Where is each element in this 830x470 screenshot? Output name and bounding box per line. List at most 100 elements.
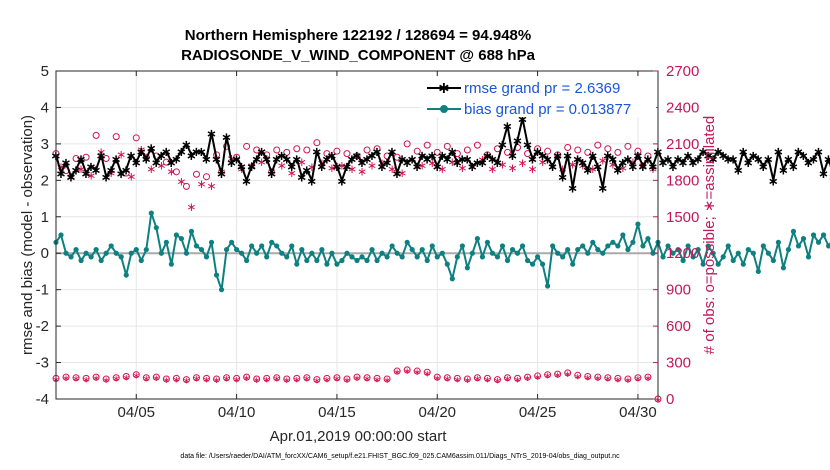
rmse-point: ∗ xyxy=(281,152,292,167)
rmse-point: ∗ xyxy=(176,145,187,160)
bias-point xyxy=(590,239,596,245)
bias-point xyxy=(595,246,601,253)
bias-point xyxy=(439,250,445,256)
obs-possible-point xyxy=(72,154,80,162)
bias-point xyxy=(264,254,270,260)
obs-low-possible-point xyxy=(283,375,291,383)
obs-possible-point xyxy=(544,147,552,155)
bias-point xyxy=(454,254,460,260)
grid-lines xyxy=(56,70,658,400)
obs-low-possible-point xyxy=(122,373,130,381)
data-file-footer: data file: /Users/raeder/DAI/ATM_forcXX/… xyxy=(180,453,620,460)
bias-point xyxy=(660,254,666,260)
obs-low-assimilated-point: ∗ xyxy=(313,377,321,387)
obs-low-possible-point xyxy=(634,374,642,382)
obs-low-possible-point xyxy=(273,374,281,382)
bias-point xyxy=(93,246,99,253)
rmse-point: ∗ xyxy=(768,174,779,189)
obs-low-assimilated-point: ∗ xyxy=(373,375,381,385)
obs-low-assimilated-point: ∗ xyxy=(263,375,271,385)
rmse-point: ∗ xyxy=(397,152,408,167)
bias-point xyxy=(514,250,521,256)
obs-assimilated-point: ∗ xyxy=(628,155,638,169)
obs-possible-point xyxy=(574,146,582,154)
bias-point xyxy=(359,254,365,260)
obs-low-possible-point xyxy=(483,374,491,382)
bias-point xyxy=(540,261,546,267)
bias-point xyxy=(128,250,134,256)
rmse-point: ∗ xyxy=(708,152,719,167)
rmse-point: ∗ xyxy=(116,167,127,182)
obs-low-assimilated-point: ∗ xyxy=(122,374,130,384)
obs-low-possible-point xyxy=(132,371,140,379)
rmse-point: ∗ xyxy=(818,167,829,182)
rmse-point: ∗ xyxy=(778,163,789,178)
obs-possible-point xyxy=(423,141,431,149)
obs-possible-point xyxy=(343,150,351,158)
rmse-point: ∗ xyxy=(186,149,197,164)
rmse-point: ∗ xyxy=(131,156,142,171)
bias-point xyxy=(585,250,591,256)
rmse-point: ∗ xyxy=(261,152,272,167)
bias-point xyxy=(805,254,812,260)
obs-possible-point xyxy=(483,151,491,159)
rmse-point: ∗ xyxy=(703,149,714,164)
rmse-point: ∗ xyxy=(392,167,403,182)
rmse-point: ∗ xyxy=(527,152,538,167)
rmse-point: ∗ xyxy=(813,145,824,160)
rmse-point: ∗ xyxy=(171,152,182,167)
rmse-point: ∗ xyxy=(537,149,548,164)
bias-point xyxy=(755,268,761,275)
rmse-point: ∗ xyxy=(808,152,819,167)
obs-assimilated-point: ∗ xyxy=(447,155,457,169)
obs-assimilated-point: ∗ xyxy=(116,148,126,162)
rmse-point: ∗ xyxy=(447,145,458,160)
obs-possible-point xyxy=(463,146,471,154)
bias-point xyxy=(118,254,124,260)
obs-low-possible-point xyxy=(353,373,361,381)
obs-assimilated-point: ∗ xyxy=(357,165,367,179)
bias-point xyxy=(103,250,109,256)
bias-point xyxy=(675,246,681,253)
obs-assimilated-point: ∗ xyxy=(156,159,166,173)
rmse-point: ∗ xyxy=(522,138,533,153)
rmse-point: ∗ xyxy=(96,149,107,164)
bias-point xyxy=(570,261,576,267)
obs-assimilated-point: ∗ xyxy=(437,162,447,176)
obs-possible-point xyxy=(273,146,281,154)
rmse-point: ∗ xyxy=(467,160,478,175)
bias-point xyxy=(690,254,696,260)
obs-low-assimilated-point: ∗ xyxy=(624,376,632,386)
rmse-point: ∗ xyxy=(788,160,799,175)
obs-low-possible-point xyxy=(433,373,441,381)
rmse-point: ∗ xyxy=(507,149,518,164)
rmse-point: ∗ xyxy=(336,174,347,189)
obs-low-assimilated-point: ∗ xyxy=(433,374,441,384)
obs-assimilated-point: ∗ xyxy=(337,159,347,173)
rmse-point: ∗ xyxy=(81,167,92,182)
bias-point xyxy=(304,257,310,264)
bias-point xyxy=(625,246,631,253)
obs-possible-point xyxy=(253,146,261,154)
obs-possible-point xyxy=(413,147,421,155)
rmse-point: ∗ xyxy=(728,152,739,167)
obs-low-possible-point xyxy=(102,375,110,383)
bias-point xyxy=(575,246,581,253)
obs-low-possible-point xyxy=(504,374,511,382)
rmse-point: ∗ xyxy=(296,171,307,186)
bias-point xyxy=(645,236,651,242)
obs-assimilated-point: ∗ xyxy=(588,162,598,176)
rmse-point: ∗ xyxy=(713,145,724,160)
rmse-point: ∗ xyxy=(321,152,332,167)
obs-low-possible-point xyxy=(203,374,210,382)
rmse-point: ∗ xyxy=(221,131,232,146)
bias-point xyxy=(239,250,245,256)
rmse-point: ∗ xyxy=(367,149,378,164)
chart-title-line2: RADIOSONDE_V_WIND_COMPONENT @ 688 hPa xyxy=(181,47,536,64)
obs-low-assimilated-point: ∗ xyxy=(544,372,552,382)
bias-point xyxy=(434,254,440,260)
obs-assimilated-point: ∗ xyxy=(608,157,618,171)
bias-point xyxy=(580,243,586,249)
bias-point xyxy=(163,239,169,245)
